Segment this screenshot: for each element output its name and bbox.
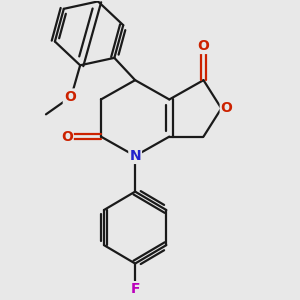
Text: O: O	[64, 89, 76, 103]
Text: N: N	[129, 149, 141, 163]
Text: O: O	[198, 39, 209, 53]
Text: F: F	[130, 282, 140, 296]
Text: O: O	[61, 130, 73, 144]
Text: O: O	[221, 101, 232, 116]
